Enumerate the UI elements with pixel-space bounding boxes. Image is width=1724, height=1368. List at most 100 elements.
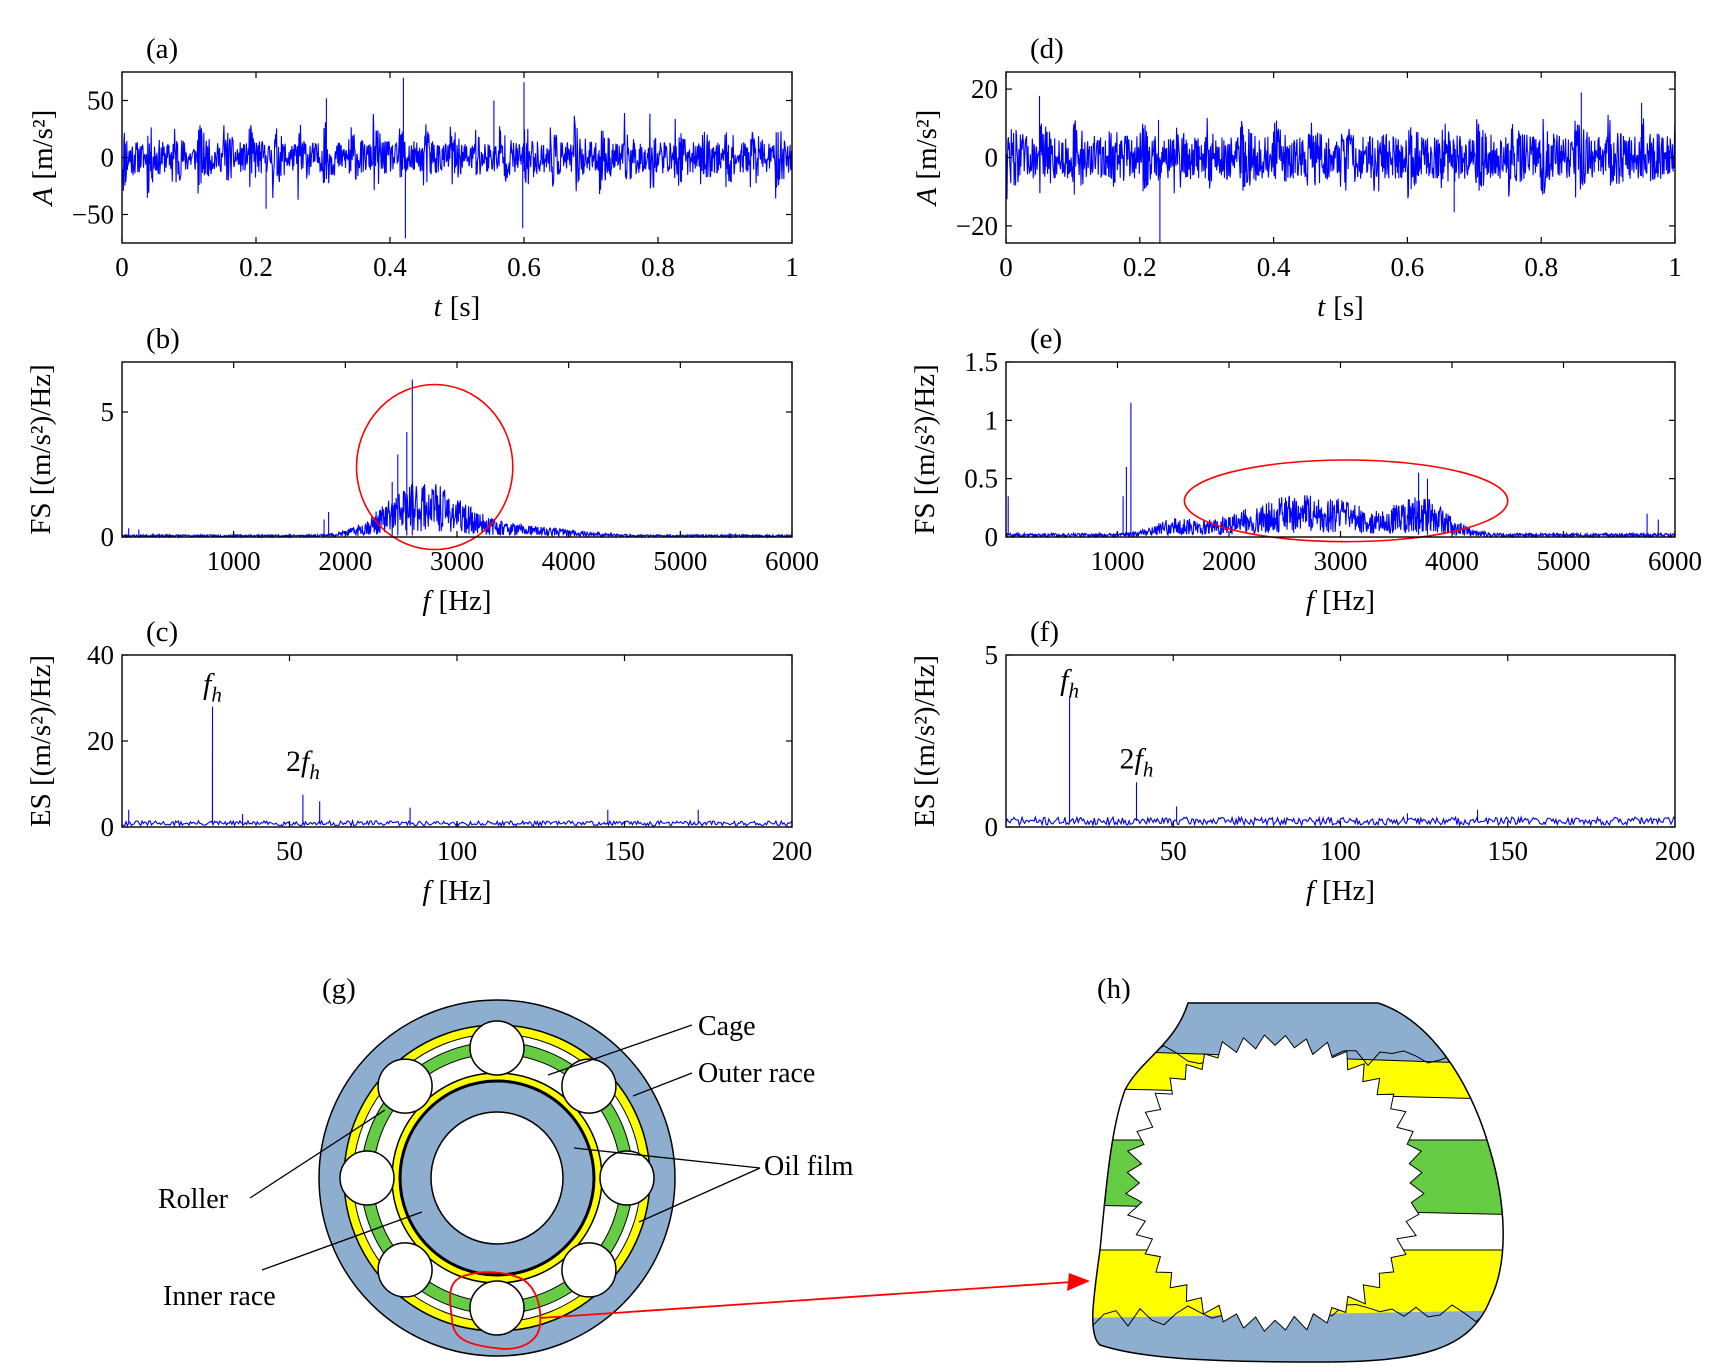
- panel-label: (a): [146, 33, 178, 65]
- y-axis-label: ES [(m/s²)/Hz]: [909, 655, 941, 827]
- x-tick-label: 1: [1668, 252, 1682, 282]
- x-axis-unit: [Hz]: [438, 585, 491, 617]
- axes-frame: [121, 654, 793, 828]
- y-tick-label: 40: [87, 640, 114, 670]
- x-axis-var: f: [422, 875, 434, 907]
- x-tick-label: 50: [1160, 836, 1187, 866]
- axes-frame: [1005, 654, 1676, 828]
- x-tick-label: 200: [772, 836, 813, 866]
- panel-label: (e): [1030, 323, 1062, 355]
- y-tick-label: −50: [72, 200, 114, 230]
- oil-film-leader-1: [573, 1147, 761, 1169]
- highlight-region: [449, 1271, 542, 1350]
- zoom-roller: [1124, 1034, 1425, 1333]
- x-tick-label: 3000: [1314, 546, 1368, 576]
- peak-annotation: 2fh: [286, 745, 320, 784]
- inner-race-label: Inner race: [163, 1281, 276, 1312]
- x-tick-label: 6000: [765, 546, 819, 576]
- x-tick-label: 5000: [653, 546, 707, 576]
- x-axis-unit: [Hz]: [1322, 875, 1375, 907]
- panel-label: (d): [1030, 33, 1064, 65]
- roller: [469, 1280, 525, 1336]
- annotation-sub: h: [1143, 758, 1154, 782]
- x-tick-label: 150: [604, 836, 645, 866]
- x-tick-label: 0.8: [641, 252, 675, 282]
- annotation-coef: 2: [1120, 743, 1135, 776]
- x-tick-label: 1000: [207, 546, 261, 576]
- roller-leader: [249, 1109, 386, 1199]
- x-axis-var: f: [1306, 875, 1318, 907]
- x-axis-unit: [Hz]: [1322, 585, 1375, 617]
- series-line: [1005, 92, 1676, 243]
- x-axis-label: f [Hz]: [1306, 585, 1375, 617]
- roller: [599, 1150, 655, 1206]
- annotation-sub: h: [1068, 678, 1079, 702]
- y-tick-label: 0.5: [964, 464, 998, 494]
- panel-label: (c): [146, 616, 178, 648]
- x-tick-label: 0.6: [1391, 252, 1425, 282]
- y-tick-label: 1.5: [964, 347, 998, 377]
- x-axis-unit: [s]: [1333, 291, 1364, 323]
- zoom-clip-group: [1092, 1003, 1504, 1362]
- series-line: [121, 379, 793, 539]
- x-axis-label: t [s]: [434, 291, 481, 323]
- rollers: [339, 1020, 655, 1336]
- x-tick-label: 50: [276, 836, 303, 866]
- roller: [377, 1058, 433, 1114]
- y-tick-label: 50: [87, 86, 114, 116]
- x-tick-label: 200: [1655, 836, 1696, 866]
- peak-annotation: 2fh: [1120, 743, 1154, 782]
- chart-panel-1: 1000 2000 3000 4000 5000 6000 0 5 (b) f [Hz] FS [(m…: [25, 323, 819, 617]
- x-tick-label: 0.6: [507, 252, 541, 282]
- bearing-diagram: (g) Cage Outer race Oil film Roller Inne…: [158, 973, 1090, 1357]
- outer-race-label: Outer race: [698, 1058, 815, 1089]
- x-tick-label: 5000: [1537, 546, 1591, 576]
- roller: [469, 1020, 525, 1076]
- y-axis-unit: [m/s²]: [27, 110, 59, 180]
- x-tick-label: 1: [785, 252, 799, 282]
- y-tick-label: 20: [87, 726, 114, 756]
- outer-race-leader: [632, 1072, 693, 1097]
- zoom-arrow: [539, 1281, 1073, 1319]
- y-tick-label: 0: [985, 812, 999, 842]
- bore: [430, 1111, 564, 1245]
- inner-race-leader: [261, 1211, 423, 1271]
- y-axis-unit: [m/s²]: [911, 110, 943, 180]
- x-tick-label: 0: [115, 252, 129, 282]
- series-line: [1005, 696, 1676, 828]
- x-axis-var: t: [1317, 291, 1326, 323]
- x-tick-label: 0: [999, 252, 1013, 282]
- x-tick-label: 1000: [1091, 546, 1145, 576]
- peak-annotation: fh: [1060, 663, 1079, 702]
- x-axis-unit: [Hz]: [438, 875, 491, 907]
- series-line: [121, 706, 793, 828]
- y-tick-label: 0: [101, 812, 115, 842]
- x-axis-var: f: [1306, 585, 1318, 617]
- y-axis-label: ES [(m/s²)/Hz]: [25, 655, 57, 827]
- x-axis-label: t [s]: [1317, 291, 1364, 323]
- panel-label: (f): [1030, 616, 1059, 648]
- y-tick-label: 0: [101, 522, 115, 552]
- peak-annotation: fh: [203, 668, 222, 707]
- x-tick-label: 3000: [430, 546, 484, 576]
- zoom-arrow-head: [1067, 1273, 1090, 1291]
- x-tick-label: 2000: [1202, 546, 1256, 576]
- x-tick-label: 0.8: [1524, 252, 1558, 282]
- x-tick-label: 100: [1320, 836, 1361, 866]
- highlight-ellipse: [355, 383, 514, 551]
- x-tick-label: 0.4: [1257, 252, 1291, 282]
- y-tick-label: 5: [985, 640, 999, 670]
- chart-panel-2: 50 100 150 200 0 20 40 (c) f [Hz] ES [(m/s²)/Hz] fh…: [25, 616, 812, 907]
- cage-label: Cage: [698, 1011, 756, 1042]
- x-tick-label: 150: [1488, 836, 1529, 866]
- annotation-coef: 2: [286, 745, 301, 778]
- y-tick-label: 0: [985, 522, 999, 552]
- x-tick-label: 100: [437, 836, 478, 866]
- oil-film-label: Oil film: [764, 1151, 854, 1182]
- x-tick-label: 0.4: [373, 252, 407, 282]
- x-axis-var: f: [422, 585, 434, 617]
